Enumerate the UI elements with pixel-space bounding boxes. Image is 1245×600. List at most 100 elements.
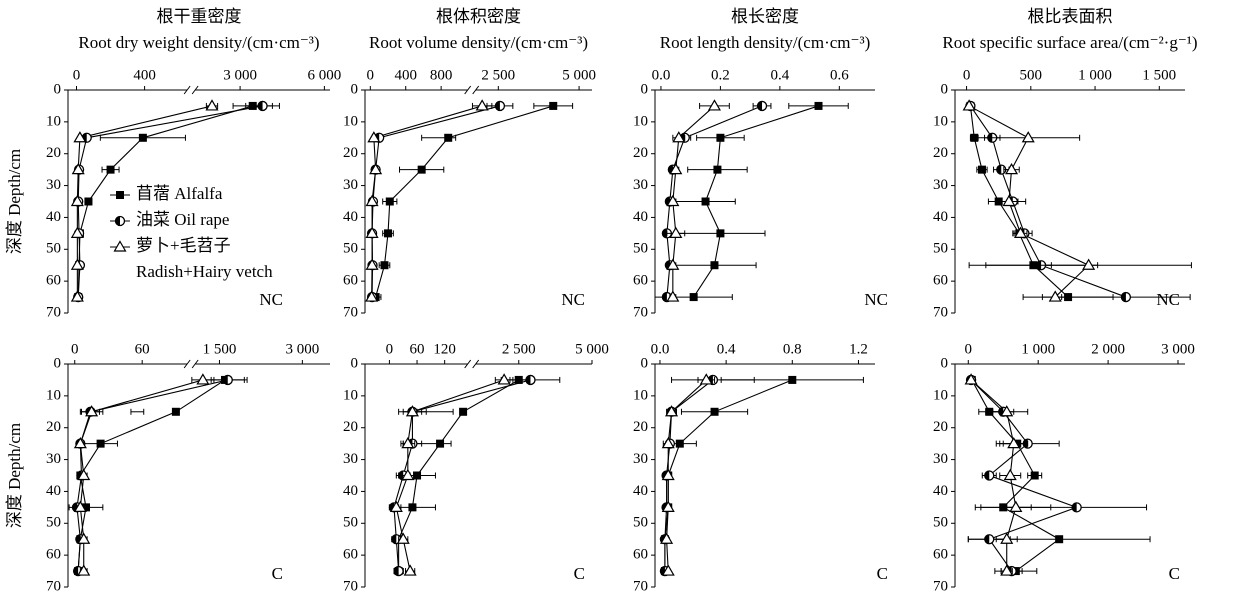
y-tick-label: 30 <box>633 451 648 467</box>
square-marker <box>408 503 417 512</box>
circle-half <box>984 534 990 544</box>
data-point <box>666 194 680 207</box>
data-point <box>369 162 383 175</box>
legend-label: 油菜 Oil rape <box>136 210 229 229</box>
data-point <box>962 99 976 111</box>
y-tick-label: 60 <box>343 547 358 563</box>
x-tick-label: 0.6 <box>830 67 849 83</box>
x-tick-label: 400 <box>394 67 417 83</box>
triangle-marker <box>962 99 976 111</box>
square-marker <box>1030 471 1039 480</box>
data-point <box>661 500 675 512</box>
triangle-marker <box>113 240 127 252</box>
y-tick-label: 40 <box>933 209 948 225</box>
data-point <box>964 373 978 385</box>
data-point <box>77 532 91 544</box>
data-point <box>73 131 87 143</box>
triangle-marker <box>70 258 84 270</box>
y-tick-label: 20 <box>933 145 948 161</box>
x-tick-label: 5 000 <box>562 67 596 83</box>
square-marker <box>710 407 719 416</box>
data-point <box>661 436 675 449</box>
data-point <box>384 229 393 238</box>
data-point <box>85 405 99 417</box>
data-point <box>389 500 403 512</box>
data-point <box>365 258 379 270</box>
y-tick-label: 20 <box>343 145 358 161</box>
data-point <box>70 290 84 302</box>
triangle-marker <box>1007 436 1021 449</box>
y-tick-label: 0 <box>641 81 649 97</box>
y-tick-label: 30 <box>343 177 358 193</box>
panel-subtitle: Root length density/(cm·cm⁻³) <box>660 33 870 52</box>
triangle-marker <box>196 373 210 385</box>
y-tick-label: 30 <box>46 451 61 467</box>
legend-label-line: 萝卜+毛苕子 <box>136 236 231 255</box>
data-point <box>380 261 389 270</box>
data-point <box>788 375 797 384</box>
y-axis-label: 深度 Depth/cm <box>5 423 24 528</box>
data-point <box>205 99 219 111</box>
square-marker <box>713 165 722 174</box>
triangle-marker <box>661 564 675 576</box>
triangle-marker <box>1048 290 1062 302</box>
y-tick-label: 10 <box>633 387 648 403</box>
triangle-marker <box>77 532 91 544</box>
data-point <box>367 131 381 143</box>
x-tick-label: 6 000 <box>308 67 342 83</box>
data-point <box>977 165 986 174</box>
data-point <box>660 532 674 544</box>
x-tick-label: 60 <box>410 341 425 357</box>
square-marker <box>710 261 719 270</box>
square-marker <box>970 133 979 142</box>
axis-break <box>464 85 472 95</box>
y-tick-label: 0 <box>54 355 62 371</box>
triangle-marker <box>1000 564 1014 576</box>
data-point <box>408 503 417 512</box>
y-tick-label: 20 <box>46 145 61 161</box>
square-marker <box>689 293 698 302</box>
data-point <box>669 226 683 238</box>
data-point <box>1048 290 1062 302</box>
y-tick-label: 60 <box>46 273 61 289</box>
triangle-marker <box>70 290 84 302</box>
x-tick-label: 1 500 <box>1142 67 1176 83</box>
triangle-marker <box>71 162 85 175</box>
data-point <box>1120 291 1132 303</box>
data-point <box>436 439 445 448</box>
y-tick-label: 50 <box>933 515 948 531</box>
data-point <box>970 133 979 142</box>
triangle-marker <box>403 564 417 576</box>
data-point <box>525 374 536 386</box>
data-point <box>984 470 995 481</box>
square-marker <box>701 197 710 206</box>
data-point <box>710 407 719 416</box>
circle-half <box>1121 292 1126 302</box>
data-point <box>444 133 453 142</box>
x-tick-label: 2 000 <box>1091 341 1125 357</box>
y-tick-label: 0 <box>941 355 949 371</box>
y-tick-label: 0 <box>641 355 649 371</box>
triangle-marker <box>1013 226 1028 238</box>
square-marker <box>459 407 468 416</box>
x-tick-label: 1 000 <box>1021 341 1055 357</box>
circle-half <box>984 471 990 480</box>
legend-label-line: 油菜 Oil rape <box>136 210 229 229</box>
triangle-marker <box>665 405 679 417</box>
triangle-marker <box>699 373 713 385</box>
y-tick-label: 60 <box>633 273 648 289</box>
triangle-marker <box>672 131 686 143</box>
square-marker <box>977 165 986 174</box>
data-point <box>385 197 394 206</box>
legend-label: 苜蓿 Alfalfa <box>136 184 223 203</box>
square-marker <box>994 197 1003 206</box>
square-marker <box>417 165 426 174</box>
data-point <box>196 373 210 385</box>
y-tick-label: 40 <box>933 483 948 499</box>
legend-marker <box>114 215 126 227</box>
y-tick-label: 40 <box>343 209 358 225</box>
y-tick-label: 10 <box>933 113 948 129</box>
data-point <box>396 532 410 544</box>
y-tick-label: 30 <box>343 451 358 467</box>
